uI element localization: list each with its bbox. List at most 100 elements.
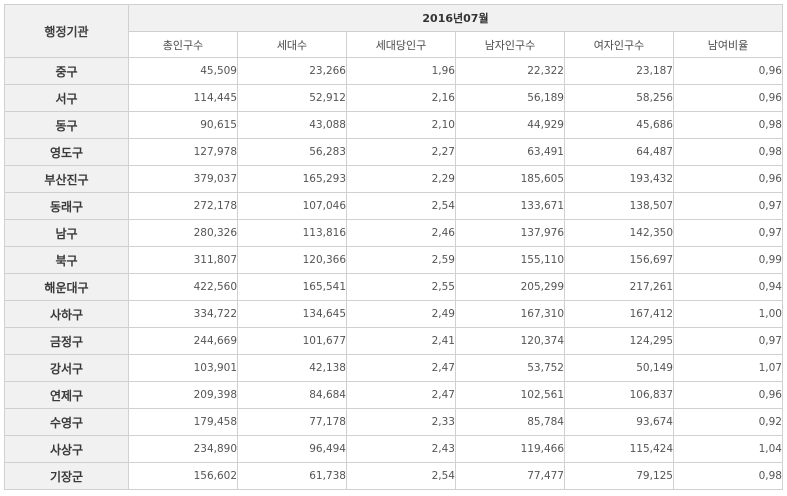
sex-ratio-cell: 0,96 [673, 84, 783, 112]
region-name-cell: 남구 [4, 219, 129, 247]
region-name-cell: 기장군 [4, 462, 129, 490]
table-row: 사상구 234,890 96,494 2,43 119,466 115,424 1,04 [4, 435, 783, 463]
sex-ratio-cell: 0,92 [673, 408, 783, 436]
persons-per-household-cell: 2,49 [346, 300, 456, 328]
persons-per-household-cell: 2,59 [346, 246, 456, 274]
households-cell: 120,366 [237, 246, 347, 274]
region-name-cell: 연제구 [4, 381, 129, 409]
region-name-cell: 동구 [4, 111, 129, 139]
households-cell: 134,645 [237, 300, 347, 328]
region-name-cell: 서구 [4, 84, 129, 112]
households-cell: 42,138 [237, 354, 347, 382]
persons-per-household-cell: 1,96 [346, 57, 456, 85]
table-row: 해운대구 422,560 165,541 2,55 205,299 217,261 0,94 [4, 273, 783, 301]
sex-ratio-cell: 0,96 [673, 57, 783, 85]
female-population-cell: 167,412 [564, 300, 674, 328]
table-row: 기장군 156,602 61,738 2,54 77,477 79,125 0,98 [4, 462, 783, 490]
male-population-cell: 167,310 [455, 300, 565, 328]
total-population-cell: 234,890 [128, 435, 238, 463]
female-population-cell: 79,125 [564, 462, 674, 490]
persons-per-household-cell: 2,10 [346, 111, 456, 139]
households-cell: 113,816 [237, 219, 347, 247]
sex-ratio-cell: 0,94 [673, 273, 783, 301]
table-row: 금정구 244,669 101,677 2,41 120,374 124,295 0,97 [4, 327, 783, 355]
female-population-cell: 93,674 [564, 408, 674, 436]
region-name-cell: 사상구 [4, 435, 129, 463]
header-period: 2016년07월 [128, 4, 783, 32]
male-population-cell: 56,189 [455, 84, 565, 112]
total-population-cell: 209,398 [128, 381, 238, 409]
header-row-period: 행정기관 2016년07월 [4, 4, 783, 58]
total-population-cell: 103,901 [128, 354, 238, 382]
households-cell: 165,293 [237, 165, 347, 193]
persons-per-household-cell: 2,46 [346, 219, 456, 247]
male-population-cell: 63,491 [455, 138, 565, 166]
female-population-cell: 138,507 [564, 192, 674, 220]
persons-per-household-cell: 2,29 [346, 165, 456, 193]
male-population-cell: 119,466 [455, 435, 565, 463]
male-population-cell: 205,299 [455, 273, 565, 301]
population-table: 행정기관 2016년07월 총인구수 세대수 세대당인구 남자인구수 여자인구수… [4, 4, 783, 490]
persons-per-household-cell: 2,47 [346, 354, 456, 382]
sex-ratio-cell: 0,98 [673, 111, 783, 139]
total-population-cell: 244,669 [128, 327, 238, 355]
region-name-cell: 사하구 [4, 300, 129, 328]
male-population-cell: 85,784 [455, 408, 565, 436]
table-row: 부산진구 379,037 165,293 2,29 185,605 193,432 0,96 [4, 165, 783, 193]
households-cell: 43,088 [237, 111, 347, 139]
persons-per-household-cell: 2,16 [346, 84, 456, 112]
column-header-sex-ratio: 남여비율 [673, 31, 783, 58]
column-header-total-population: 총인구수 [128, 31, 238, 58]
header-admin-agency: 행정기관 [4, 4, 129, 58]
table-row: 서구 114,445 52,912 2,16 56,189 58,256 0,96 [4, 84, 783, 112]
persons-per-household-cell: 2,27 [346, 138, 456, 166]
table-body: 중구 45,509 23,266 1,96 22,322 23,187 0,96 서구 114,… [4, 57, 783, 490]
total-population-cell: 127,978 [128, 138, 238, 166]
sex-ratio-cell: 0,97 [673, 327, 783, 355]
region-name-cell: 수영구 [4, 408, 129, 436]
persons-per-household-cell: 2,43 [346, 435, 456, 463]
female-population-cell: 156,697 [564, 246, 674, 274]
persons-per-household-cell: 2,47 [346, 381, 456, 409]
male-population-cell: 22,322 [455, 57, 565, 85]
households-cell: 165,541 [237, 273, 347, 301]
region-name-cell: 금정구 [4, 327, 129, 355]
table-row: 북구 311,807 120,366 2,59 155,110 156,697 0,99 [4, 246, 783, 274]
male-population-cell: 155,110 [455, 246, 565, 274]
total-population-cell: 179,458 [128, 408, 238, 436]
households-cell: 56,283 [237, 138, 347, 166]
total-population-cell: 379,037 [128, 165, 238, 193]
total-population-cell: 334,722 [128, 300, 238, 328]
table-row: 연제구 209,398 84,684 2,47 102,561 106,837 0,96 [4, 381, 783, 409]
table-header: 행정기관 2016년07월 총인구수 세대수 세대당인구 남자인구수 여자인구수… [4, 4, 783, 58]
households-cell: 96,494 [237, 435, 347, 463]
male-population-cell: 185,605 [455, 165, 565, 193]
table-row: 남구 280,326 113,816 2,46 137,976 142,350 0,97 [4, 219, 783, 247]
male-population-cell: 137,976 [455, 219, 565, 247]
table-row: 사하구 334,722 134,645 2,49 167,310 167,412 1,00 [4, 300, 783, 328]
sex-ratio-cell: 0,98 [673, 138, 783, 166]
sex-ratio-cell: 0,96 [673, 381, 783, 409]
female-population-cell: 193,432 [564, 165, 674, 193]
male-population-cell: 102,561 [455, 381, 565, 409]
table-row: 수영구 179,458 77,178 2,33 85,784 93,674 0,92 [4, 408, 783, 436]
total-population-cell: 311,807 [128, 246, 238, 274]
households-cell: 101,677 [237, 327, 347, 355]
persons-per-household-cell: 2,33 [346, 408, 456, 436]
table-row: 영도구 127,978 56,283 2,27 63,491 64,487 0,98 [4, 138, 783, 166]
region-name-cell: 북구 [4, 246, 129, 274]
households-cell: 23,266 [237, 57, 347, 85]
region-name-cell: 부산진구 [4, 165, 129, 193]
header-row-columns: 총인구수 세대수 세대당인구 남자인구수 여자인구수 남여비율 [5, 31, 783, 58]
households-cell: 61,738 [237, 462, 347, 490]
households-cell: 84,684 [237, 381, 347, 409]
persons-per-household-cell: 2,54 [346, 462, 456, 490]
column-header-female-population: 여자인구수 [564, 31, 674, 58]
female-population-cell: 50,149 [564, 354, 674, 382]
sex-ratio-cell: 0,97 [673, 192, 783, 220]
sex-ratio-cell: 0,97 [673, 219, 783, 247]
total-population-cell: 280,326 [128, 219, 238, 247]
persons-per-household-cell: 2,55 [346, 273, 456, 301]
column-header-persons-per-household: 세대당인구 [346, 31, 456, 58]
column-header-households: 세대수 [237, 31, 347, 58]
